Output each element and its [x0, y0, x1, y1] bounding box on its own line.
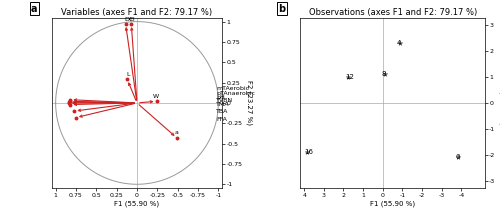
Text: 0: 0 — [456, 154, 460, 160]
Y-axis label: F2 (23.27 %): F2 (23.27 %) — [498, 80, 500, 125]
Text: H: H — [130, 17, 134, 22]
Title: Observations (axes F1 and F2: 79.17 %): Observations (axes F1 and F2: 79.17 %) — [308, 8, 477, 17]
Text: DC: DC — [124, 17, 133, 22]
Text: TMA: TMA — [216, 102, 230, 107]
Text: TVBN: TVBN — [216, 98, 233, 103]
Text: 12: 12 — [346, 74, 354, 80]
Title: Variables (axes F1 and F2: 79.17 %): Variables (axes F1 and F2: 79.17 %) — [62, 8, 212, 17]
Text: a: a — [31, 4, 38, 14]
Text: 4: 4 — [396, 40, 401, 46]
X-axis label: F1 (55.90 %): F1 (55.90 %) — [114, 200, 160, 207]
Text: pH: pH — [216, 95, 224, 100]
Text: b: b — [278, 4, 285, 14]
Text: 8: 8 — [382, 71, 386, 78]
Text: L: L — [126, 72, 130, 77]
Text: mTAerobic: mTAerobic — [216, 86, 249, 91]
Text: W: W — [154, 94, 160, 99]
Text: 16: 16 — [304, 149, 313, 155]
Y-axis label: F2 (23.27 %): F2 (23.27 %) — [246, 80, 252, 125]
Text: pTAnaerobic: pTAnaerobic — [216, 91, 255, 96]
Text: FFA: FFA — [216, 117, 227, 122]
Text: TBA: TBA — [216, 109, 228, 114]
Text: a: a — [174, 131, 178, 136]
X-axis label: F1 (55.90 %): F1 (55.90 %) — [370, 200, 415, 207]
